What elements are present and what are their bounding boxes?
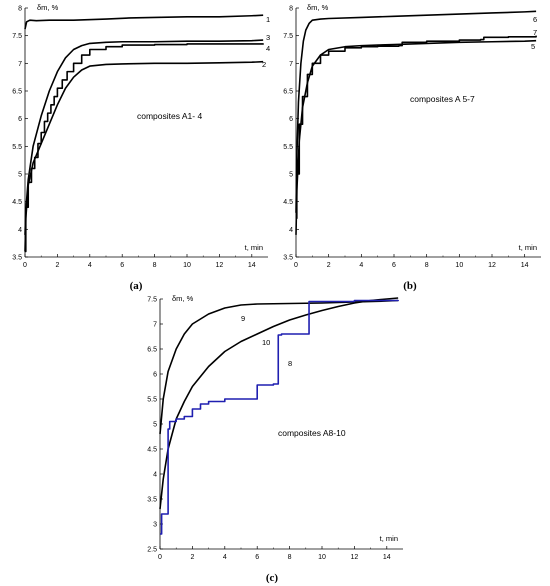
x-tick-label: 4 <box>359 262 363 269</box>
panel-label: (c) <box>266 572 279 584</box>
y-tick-label: 7.5 <box>12 33 22 40</box>
x-tick-label: 12 <box>351 554 359 561</box>
panel-label: (a) <box>130 280 143 292</box>
y-tick-label: 6 <box>153 372 157 379</box>
chart-annotation: composites A 5-7 <box>410 94 475 104</box>
series-line-3 <box>24 39 264 235</box>
x-tick-label: 14 <box>521 262 529 269</box>
y-tick-label: 7 <box>153 322 157 329</box>
x-tick-label: 8 <box>153 262 157 269</box>
series-line-5 <box>295 39 537 235</box>
series-label-4: 4 <box>266 44 270 53</box>
y-tick-label: 6 <box>289 116 293 123</box>
chart-annotation: composites A1- 4 <box>137 111 202 121</box>
series-label-7: 7 <box>533 28 537 37</box>
x-tick-label: 8 <box>288 554 292 561</box>
x-axis-label: t, min <box>245 243 263 252</box>
series-line-1 <box>24 14 264 30</box>
y-tick-label: 5.5 <box>147 397 157 404</box>
y-tick-label: 5 <box>18 172 22 179</box>
y-tick-label: 7.5 <box>283 33 293 40</box>
y-tick-label: 5.5 <box>12 144 22 151</box>
y-tick-label: 4 <box>153 472 157 479</box>
series-label-9: 9 <box>241 314 245 323</box>
y-tick-label: 4.5 <box>12 199 22 206</box>
y-tick-label: 3 <box>153 522 157 529</box>
y-tick-label: 5 <box>153 422 157 429</box>
series-line-8 <box>160 299 399 535</box>
x-tick-label: 10 <box>455 262 463 269</box>
x-tick-label: 14 <box>248 262 256 269</box>
x-tick-label: 6 <box>255 554 259 561</box>
y-tick-label: 4.5 <box>283 199 293 206</box>
y-tick-label: 7.5 <box>147 297 157 304</box>
series-label-2: 2 <box>262 60 266 69</box>
series-line-2 <box>24 60 264 252</box>
x-tick-label: 6 <box>392 262 396 269</box>
series-label-1: 1 <box>266 15 270 24</box>
series-line-10 <box>159 297 399 510</box>
chart-panel-2: 0 2 4 6 8 10 12 14 3.5 4 4.5 5 5.5 6 6.5 7 7.5 8 δm, % t, m… <box>283 3 541 292</box>
y-tick-label: 6.5 <box>283 89 293 96</box>
x-tick-label: 12 <box>488 262 496 269</box>
y-tick-label: 7 <box>289 61 293 68</box>
series-label-3: 3 <box>266 33 270 42</box>
x-tick-label: 4 <box>88 262 92 269</box>
y-axis-label: δm, % <box>37 3 59 12</box>
y-tick-label: 2.5 <box>147 547 157 554</box>
series-label-8: 8 <box>288 359 292 368</box>
x-tick-label: 2 <box>327 262 331 269</box>
y-axis-label: δm, % <box>307 3 329 12</box>
chart-annotation: composites A8-10 <box>278 428 346 438</box>
chart-panel-1: 0 2 4 6 8 10 12 143.544.555.566.577.58 δm, %t, m… <box>12 3 270 292</box>
series-label-10: 10 <box>262 338 270 347</box>
x-tick-label: 4 <box>223 554 227 561</box>
x-tick-label: 14 <box>383 554 391 561</box>
y-tick-label: 8 <box>18 6 22 13</box>
series-label-5: 5 <box>531 42 535 51</box>
y-axis-label: δm, % <box>172 294 194 303</box>
x-tick-label: 2 <box>190 554 194 561</box>
y-tick-label: 8 <box>289 6 293 13</box>
x-tick-label: 6 <box>120 262 124 269</box>
y-tick-label: 5 <box>289 172 293 179</box>
x-axis-label: t, min <box>519 243 537 252</box>
x-tick-label: 8 <box>425 262 429 269</box>
y-tick-label: 6.5 <box>147 347 157 354</box>
y-tick-label: 5.5 <box>283 144 293 151</box>
x-tick-label: 12 <box>216 262 224 269</box>
x-tick-label: 2 <box>55 262 59 269</box>
x-tick-label: 0 <box>158 554 162 561</box>
y-tick-label: 4 <box>289 227 293 234</box>
y-tick-label: 7 <box>18 61 22 68</box>
series-line-7 <box>296 35 537 220</box>
y-tick-label: 4.5 <box>147 447 157 454</box>
panel-label: (b) <box>403 280 417 292</box>
y-tick-label: 4 <box>18 227 22 234</box>
y-tick-label: 6 <box>18 116 22 123</box>
series-label-6: 6 <box>533 15 537 24</box>
x-tick-label: 0 <box>23 262 27 269</box>
x-tick-label: 10 <box>318 554 326 561</box>
x-tick-label: 0 <box>294 262 298 269</box>
y-tick-label: 3.5 <box>147 497 157 504</box>
series-line-6 <box>295 10 537 213</box>
chart-panel-3: 0 2 4 6 8 10 12 14 2.5 3 3.5 4 4.5 5 5.5 6 6.5 7 7.5 δm, % t… <box>147 294 403 584</box>
y-tick-label: 3.5 <box>283 255 293 262</box>
series-line-9 <box>159 299 399 435</box>
x-axis-label: t, min <box>380 534 398 543</box>
series-line-4 <box>25 43 264 253</box>
y-tick-label: 3.5 <box>12 255 22 262</box>
y-tick-label: 6.5 <box>12 89 22 96</box>
x-tick-label: 10 <box>183 262 191 269</box>
